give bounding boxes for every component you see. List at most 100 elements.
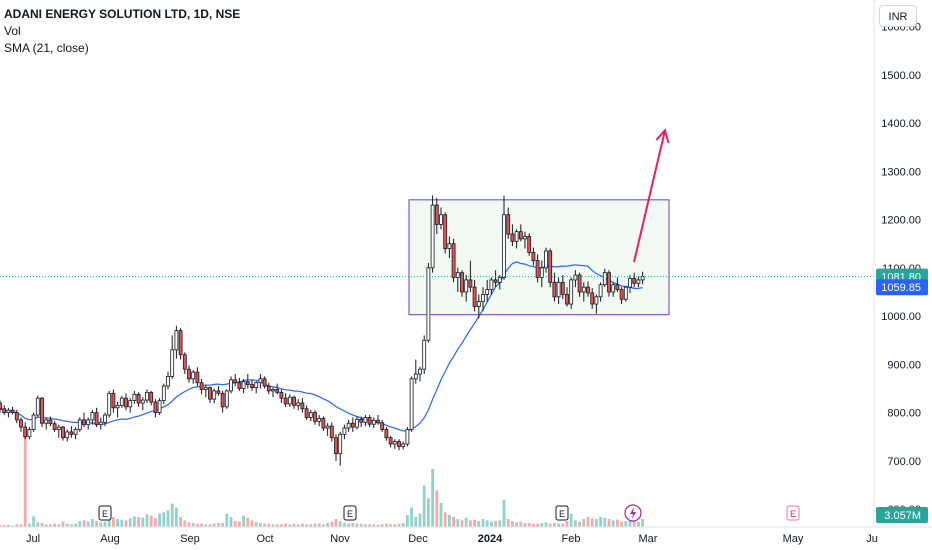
candle-body <box>136 393 141 404</box>
sma-value-tag-bg <box>876 279 928 296</box>
volume-bar <box>485 520 489 527</box>
candle-body <box>35 397 40 416</box>
volume-bar <box>317 523 321 527</box>
currency-button[interactable]: INR <box>879 5 917 27</box>
candle-body <box>493 279 498 283</box>
earnings-event-marker[interactable]: E <box>786 505 800 521</box>
volume-bar <box>410 507 413 527</box>
volume-bar <box>158 513 161 527</box>
candle-body <box>531 252 536 262</box>
volume-bar <box>120 519 124 527</box>
volume-bar <box>2 525 6 527</box>
volume-bar <box>40 523 44 527</box>
x-tick-label: Sep <box>180 533 200 545</box>
volume-bar <box>452 517 455 527</box>
candle-body <box>355 418 359 428</box>
sma-indicator-label[interactable]: SMA (21, close) <box>4 41 89 55</box>
sma-value-tag: 1059.85 <box>881 282 921 294</box>
candle-body <box>434 204 439 225</box>
candle-body <box>191 371 196 380</box>
candle-body <box>86 419 91 426</box>
candle-body <box>170 349 175 377</box>
volume-bar <box>221 523 224 527</box>
volume-bar <box>343 523 346 527</box>
candle-body <box>329 425 334 439</box>
breakout-arrow <box>633 128 670 263</box>
earnings-event-marker[interactable]: E <box>555 505 569 521</box>
candle-body <box>44 419 49 424</box>
volume-bar <box>460 520 464 527</box>
candle-body <box>422 339 427 370</box>
volume-bar <box>414 517 418 527</box>
candle-body <box>405 429 410 445</box>
candle-body <box>128 400 133 408</box>
candle-body <box>468 279 473 288</box>
volume-bar <box>133 516 136 527</box>
volume-bar <box>233 521 237 527</box>
volume-bar <box>628 517 632 527</box>
candle-body <box>602 272 607 286</box>
candle-body <box>275 389 280 393</box>
volume-bar <box>28 523 31 527</box>
earnings-event-marker[interactable]: E <box>98 505 112 521</box>
candle-body <box>216 390 221 394</box>
price-axis[interactable]: 600.00700.00800.00900.001000.001100.0012… <box>881 22 921 517</box>
volume-bar <box>456 519 460 527</box>
candle-body <box>241 381 246 389</box>
symbol-title[interactable]: ADANI ENERGY SOLUTION LTD, 1D, NSE <box>4 7 241 21</box>
volume-bar <box>305 524 308 527</box>
candle-body <box>182 354 187 370</box>
candle-body <box>460 272 464 293</box>
candle-body <box>308 412 313 418</box>
volume-bar <box>7 525 10 527</box>
volume-bar <box>124 520 128 527</box>
x-tick-label: Aug <box>100 533 120 545</box>
candle-body <box>628 278 632 288</box>
candle-body <box>443 214 448 249</box>
candle-body <box>611 284 616 293</box>
volume-bar <box>595 519 598 527</box>
candles <box>0 195 645 466</box>
candle-body <box>94 412 99 426</box>
volume-bar <box>36 522 40 527</box>
volume-bar <box>309 524 313 527</box>
candle-body <box>439 214 443 225</box>
volume-bar <box>641 519 644 527</box>
time-axis[interactable]: Jul Aug Sep Oct Nov Dec 2024 Feb Mar May Ju <box>26 533 878 545</box>
candle-body <box>107 392 112 416</box>
volume-bar <box>527 523 531 527</box>
volume-bar <box>95 521 98 527</box>
candle-body <box>111 392 116 409</box>
candle-body <box>61 426 65 439</box>
volume-bar <box>406 515 409 527</box>
candle-body <box>224 390 229 408</box>
earnings-event-box <box>786 505 800 521</box>
volume-bar <box>347 523 350 527</box>
arrow-head <box>655 128 670 144</box>
candle-body <box>233 379 238 384</box>
volume-bar <box>23 437 27 527</box>
candle-body <box>73 429 78 435</box>
candle-body <box>212 390 217 400</box>
chart-legend: ADANI ENERGY SOLUTION LTD, 1D, NSE Vol S… <box>4 6 240 57</box>
candle-body <box>338 433 343 455</box>
volume-bar <box>616 519 619 527</box>
volume-bar <box>448 515 451 527</box>
candle-body <box>14 412 19 421</box>
candle-body <box>527 236 532 253</box>
earnings-event-marker[interactable]: E <box>343 505 357 521</box>
candle-body <box>556 281 561 298</box>
candle-body <box>313 412 317 422</box>
y-tick-label: 1600.00 <box>881 22 921 34</box>
volume-bar <box>175 507 178 527</box>
volume-indicator-label[interactable]: Vol <box>4 24 21 38</box>
candle-body <box>10 409 15 414</box>
candle-body <box>623 286 628 300</box>
candle-body <box>619 289 624 300</box>
candle-body <box>229 379 233 392</box>
volume-bar <box>0 525 2 527</box>
candle-body <box>321 418 326 429</box>
candle-body <box>397 441 401 447</box>
candle-body <box>19 419 23 428</box>
